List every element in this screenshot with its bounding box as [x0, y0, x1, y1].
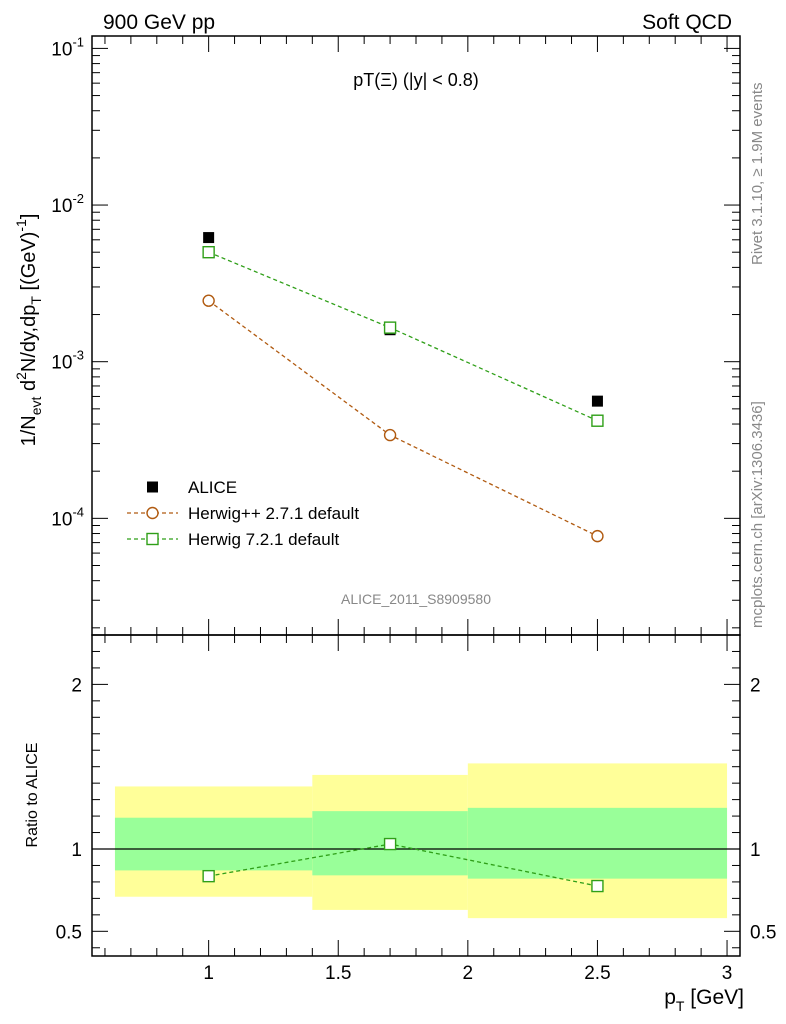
main-y-tick-label: 10-2: [51, 191, 84, 217]
legend-entry: Herwig 7.2.1 default: [127, 530, 339, 549]
ratio-point-herwig7: [591, 879, 604, 893]
ratio-ticks: 0.5 0.5 1 1 2 2 1 1.5 2 2.5 3: [56, 635, 776, 984]
data-point-herwig7: [591, 414, 604, 427]
main-title: pT(Ξ) (|y| < 0.8): [353, 70, 479, 90]
legend-marker-herwigpp: [146, 506, 159, 520]
mcplots-label: mcplots.cern.ch [arXiv:1306.3436]: [749, 401, 766, 628]
x-tick-label: 2: [463, 963, 474, 984]
ratio-panel: 0.5 0.5 1 1 2 2 1 1.5 2 2.5 3 Ratio to ALICE pT [G…: [24, 634, 776, 1014]
data-point-alice: [591, 395, 603, 407]
ratio-point-herwig7: [202, 869, 215, 883]
legend-label: ALICE: [188, 478, 237, 497]
ratio-data-layer: [92, 763, 740, 919]
legend-label: Herwig++ 2.7.1 default: [188, 504, 359, 523]
x-tick-label: 1.5: [325, 963, 351, 984]
series-line-1: [208, 300, 598, 537]
series-line-2: [208, 251, 598, 422]
ratio-y-tick-label: 0.5: [56, 922, 82, 943]
stat-uncertainty-band: [114, 817, 313, 871]
data-point-herwig7: [383, 321, 397, 334]
legend: ALICE Herwig++ 2.7.1 default Herwig 7.2.1 …: [127, 478, 359, 549]
x-axis-label: pT [GeV]: [664, 986, 744, 1014]
data-point-herwigpp: [383, 428, 397, 442]
ratio-point-herwig7: [383, 837, 397, 851]
ratio-y-tick-label-right: 2: [750, 675, 761, 696]
data-point-herwigpp: [202, 294, 215, 307]
main-data-layer: [202, 232, 604, 543]
legend-label: Herwig 7.2.1 default: [188, 530, 339, 549]
data-point-alice: [203, 232, 215, 244]
main-y-tick-label: 10-4: [51, 504, 84, 530]
rivet-version-label: Rivet 3.1.10, ≥ 1.9M events: [749, 83, 766, 266]
x-tick-label: 2.5: [584, 963, 610, 984]
ratio-y-tick-label: 2: [71, 675, 82, 696]
data-point-herwigpp: [591, 529, 604, 543]
stat-uncertainty-band: [467, 807, 728, 879]
main-panel: 10-4 10-3 10-2 10-1 pT(Ξ) (|y| < 0.8) ALICE…: [13, 34, 741, 636]
analysis-id: ALICE_2011_S8909580: [341, 591, 491, 607]
ratio-y-tick-label-right: 1: [750, 840, 761, 861]
header-right-label: Soft QCD: [642, 11, 732, 34]
x-tick-label: 3: [722, 963, 733, 984]
x-tick-label: 1: [203, 963, 214, 984]
main-ticks: 10-4 10-3 10-2 10-1: [51, 34, 740, 635]
data-point-herwig7: [202, 246, 215, 259]
ratio-y-axis-label: Ratio to ALICE: [24, 743, 41, 848]
legend-marker-alice: [147, 481, 158, 493]
main-y-axis-label: 1/Nevt d2N/dy,dpT [(GeV)-1]: [13, 214, 44, 447]
legend-entry: ALICE: [147, 478, 237, 497]
main-y-tick-label: 10-1: [51, 34, 84, 60]
legend-marker-herwig7: [146, 532, 159, 546]
ratio-y-tick-label-right: 0.5: [750, 922, 776, 943]
legend-entry: Herwig++ 2.7.1 default: [127, 504, 359, 523]
main-y-tick-label: 10-3: [51, 348, 84, 374]
ratio-y-tick-label: 1: [71, 840, 82, 861]
header-left-label: 900 GeV pp: [103, 11, 215, 34]
